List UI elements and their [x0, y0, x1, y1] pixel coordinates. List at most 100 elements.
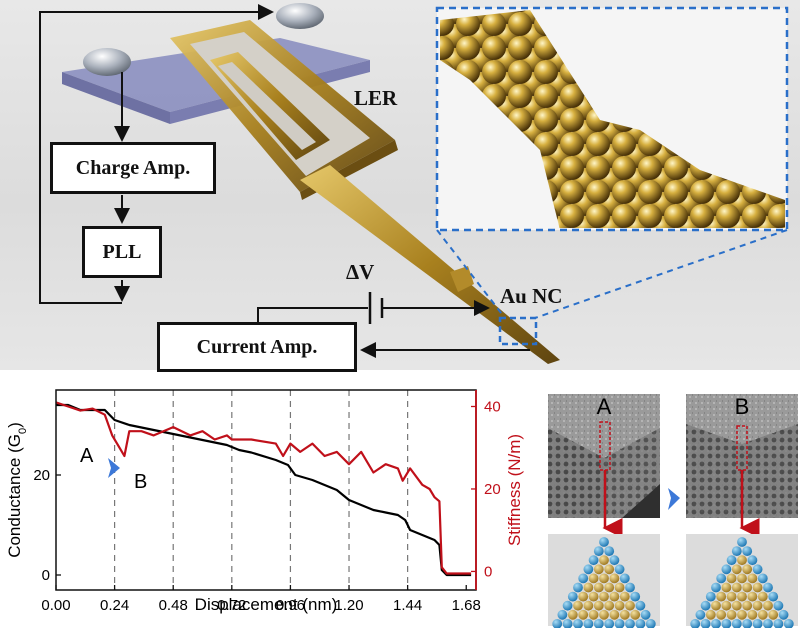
x-tick-label-7: 1.68 [452, 597, 481, 614]
current-amp-label: Current Amp. [196, 335, 318, 358]
atom [700, 619, 711, 628]
atom [583, 582, 594, 593]
atom [588, 573, 599, 584]
atom [557, 609, 568, 620]
atom [705, 609, 716, 620]
atom [731, 600, 742, 611]
atom [593, 582, 604, 593]
conductance-stiffness-chart: 0.00 0.24 0.48 0.72 0.96 1.20 1.44 1.6802002040… [5, 389, 524, 614]
atom [752, 619, 763, 628]
pll-label: PLL [102, 240, 142, 263]
atom [726, 609, 737, 620]
atom [737, 609, 747, 620]
atom [583, 564, 594, 575]
atom [716, 591, 727, 602]
atom [609, 555, 620, 566]
atom [768, 609, 779, 620]
atom [752, 564, 763, 575]
atom [742, 600, 753, 611]
atom [604, 600, 615, 611]
nanocontact-box [498, 316, 538, 346]
atom [630, 609, 641, 620]
x-tick-label-6: 1.44 [393, 597, 422, 614]
atom [726, 555, 737, 566]
atom [567, 609, 578, 620]
atom [690, 619, 701, 628]
charge-amp-box: Charge Amp. [50, 142, 216, 194]
atom [773, 619, 784, 628]
schematic-drawing [39, 3, 789, 364]
atom [737, 555, 747, 566]
atom [635, 619, 646, 628]
atom [731, 546, 742, 556]
tem-image-a [548, 394, 660, 538]
atom [752, 600, 763, 611]
atom [737, 591, 747, 602]
y-axis-right-label: Stiffness (N/m) [505, 434, 524, 546]
x-axis-label: Displacement (nm) [195, 595, 338, 614]
atom [757, 591, 768, 602]
x-tick-label-2: 0.48 [159, 597, 188, 614]
atom [757, 609, 768, 620]
atom [711, 619, 721, 628]
atom [695, 609, 706, 620]
atom [630, 591, 641, 602]
atom [773, 600, 784, 611]
series-stiffness [55, 401, 472, 575]
atom [562, 619, 573, 628]
atom [705, 591, 716, 602]
atom [640, 609, 651, 620]
atom [609, 573, 620, 584]
atom [573, 619, 583, 628]
atom [573, 600, 583, 611]
atom [604, 564, 615, 575]
schematic-panel: Charge Amp. PLL Current Amp. LER ΔV Au N… [0, 0, 800, 372]
atom [716, 573, 727, 584]
atom [747, 609, 758, 620]
pll-box: PLL [82, 226, 162, 278]
atom [552, 619, 563, 628]
atom [742, 564, 753, 575]
x-tick-label-3: 0.72 [217, 597, 246, 614]
atom [747, 573, 758, 584]
atom [599, 591, 609, 602]
atom [562, 600, 573, 611]
atom [614, 619, 625, 628]
atom [593, 564, 604, 575]
au-nc-label: Au NC [500, 284, 563, 308]
annotation-arrow [108, 458, 120, 478]
atom [593, 546, 604, 556]
atom [619, 591, 630, 602]
tem-label-b: B [735, 394, 750, 419]
x-tick-label-0: 0.00 [41, 597, 70, 614]
atom [731, 582, 742, 593]
ler-label: LER [354, 86, 398, 110]
atom [711, 600, 721, 611]
atom [619, 609, 630, 620]
y-right-tick-label-1: 20 [484, 481, 501, 498]
atom [645, 619, 656, 628]
atom [726, 573, 737, 584]
atom [583, 619, 594, 628]
atom-model-b [690, 537, 794, 628]
atom [726, 591, 737, 602]
atom [625, 619, 635, 628]
atom [599, 609, 609, 620]
atom [583, 600, 594, 611]
charge-amp-label: Charge Amp. [75, 156, 191, 179]
series-conductance [56, 403, 472, 577]
atom [731, 619, 742, 628]
atom [578, 609, 589, 620]
atom [609, 609, 620, 620]
transition-arrow [668, 488, 680, 510]
tem-image-b [686, 394, 798, 538]
atom [609, 591, 620, 602]
atom [737, 537, 747, 547]
x-tick-label-4: 0.96 [276, 597, 305, 614]
x-tick-label-1: 0.24 [100, 597, 129, 614]
current-amp-box: Current Amp. [157, 322, 357, 372]
atom [716, 609, 727, 620]
atom [721, 619, 732, 628]
atom [783, 619, 794, 628]
atom [604, 582, 615, 593]
